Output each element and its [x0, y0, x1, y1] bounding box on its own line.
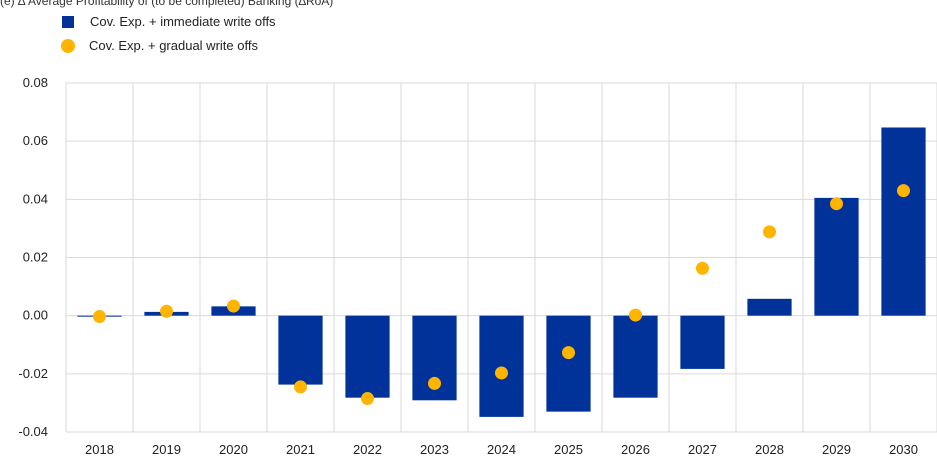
- y-tick-label: -0.02: [18, 366, 48, 381]
- legend-item-gradual: Cov. Exp. + gradual write offs: [61, 38, 258, 53]
- legend-label-gradual: Cov. Exp. + gradual write offs: [89, 38, 258, 53]
- dot-2025: [562, 346, 575, 360]
- dot-2028: [763, 225, 776, 239]
- dot-2022: [361, 392, 374, 406]
- dot-2024: [495, 366, 508, 380]
- x-tick-label-2018: 2018: [85, 442, 114, 457]
- x-tick-label-2025: 2025: [554, 442, 583, 457]
- x-tick-label-2027: 2027: [688, 442, 717, 457]
- y-tick-label: 0.04: [23, 191, 48, 206]
- bar-2025: [546, 315, 591, 412]
- dot-2030: [897, 184, 910, 198]
- bar-2021: [278, 315, 323, 385]
- legend-label-immediate: Cov. Exp. + immediate write offs: [90, 14, 276, 29]
- y-tick-label: 0.02: [23, 250, 48, 265]
- dot-2018: [93, 310, 106, 324]
- bar-2027: [680, 315, 725, 369]
- y-tick-label: 0.00: [23, 308, 48, 323]
- bar-2024: [479, 315, 524, 417]
- dot-2019: [160, 304, 173, 318]
- legend-item-immediate: Cov. Exp. + immediate write offs: [62, 14, 276, 29]
- dot-2021: [294, 380, 307, 394]
- y-tick-label: 0.06: [23, 133, 48, 148]
- bar-2028: [747, 298, 792, 316]
- x-tick-label-2023: 2023: [420, 442, 449, 457]
- bar-2026: [613, 315, 658, 398]
- x-tick-label-2019: 2019: [152, 442, 181, 457]
- x-tick-label-2028: 2028: [755, 442, 784, 457]
- x-tick-label-2022: 2022: [353, 442, 382, 457]
- bar-2022: [345, 315, 390, 398]
- dot-2029: [830, 197, 843, 211]
- x-tick-label-2030: 2030: [889, 442, 918, 457]
- y-tick-label: 0.08: [23, 75, 48, 90]
- dot-2020: [227, 299, 240, 313]
- legend-swatch-bar: [62, 15, 74, 28]
- x-tick-label-2026: 2026: [621, 442, 650, 457]
- chart-header-text: (e) ∆ Average Profitability of (to be co…: [0, 0, 334, 8]
- x-tick-label-2021: 2021: [286, 442, 315, 457]
- bar-2029: [814, 197, 859, 316]
- legend-swatch-dot: [61, 38, 75, 53]
- x-tick-label-2020: 2020: [219, 442, 248, 457]
- x-tick-label-2024: 2024: [487, 442, 516, 457]
- dot-2027: [696, 261, 709, 275]
- y-tick-label: -0.04: [18, 424, 48, 439]
- x-tick-label-2029: 2029: [822, 442, 851, 457]
- dot-2026: [629, 308, 642, 322]
- bar-2030: [881, 127, 926, 316]
- dot-2023: [428, 376, 441, 390]
